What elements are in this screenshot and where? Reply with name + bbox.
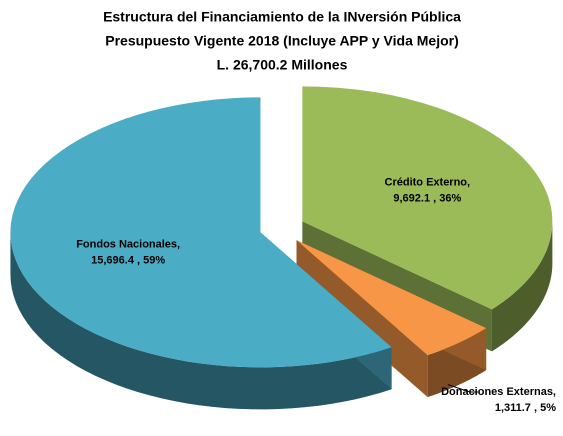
chart-title: L. 26,700.2 Millones — [217, 57, 348, 73]
slice — [296, 240, 487, 356]
chart-title: Estructura del Financiamiento de la INve… — [103, 9, 461, 25]
slice — [302, 86, 553, 310]
data-label-value: 15,696.4 , 59% — [91, 255, 165, 267]
data-label-value: 9,692.1 , 36% — [393, 192, 461, 204]
data-label-category: Fondos Nacionales, — [76, 239, 180, 251]
slice-side-shade — [491, 221, 553, 352]
slice-edge-shade — [296, 240, 428, 398]
slice-side-shade — [10, 232, 392, 410]
leader-line — [447, 384, 478, 393]
data-label-category: Crédito Externo, — [385, 176, 471, 188]
slice — [10, 97, 392, 368]
slice-tops — [10, 86, 553, 368]
data-label-value: 1,311.7 , 5% — [495, 402, 556, 414]
data-label-category: Donaciones Externas, — [441, 386, 556, 398]
chart-title: Presupuesto Vigente 2018 (Incluye APP y … — [105, 33, 459, 49]
slice-edge — [296, 240, 428, 398]
data-labels: Crédito Externo, 9,692.1 , 36% Donaciones … — [76, 176, 556, 414]
